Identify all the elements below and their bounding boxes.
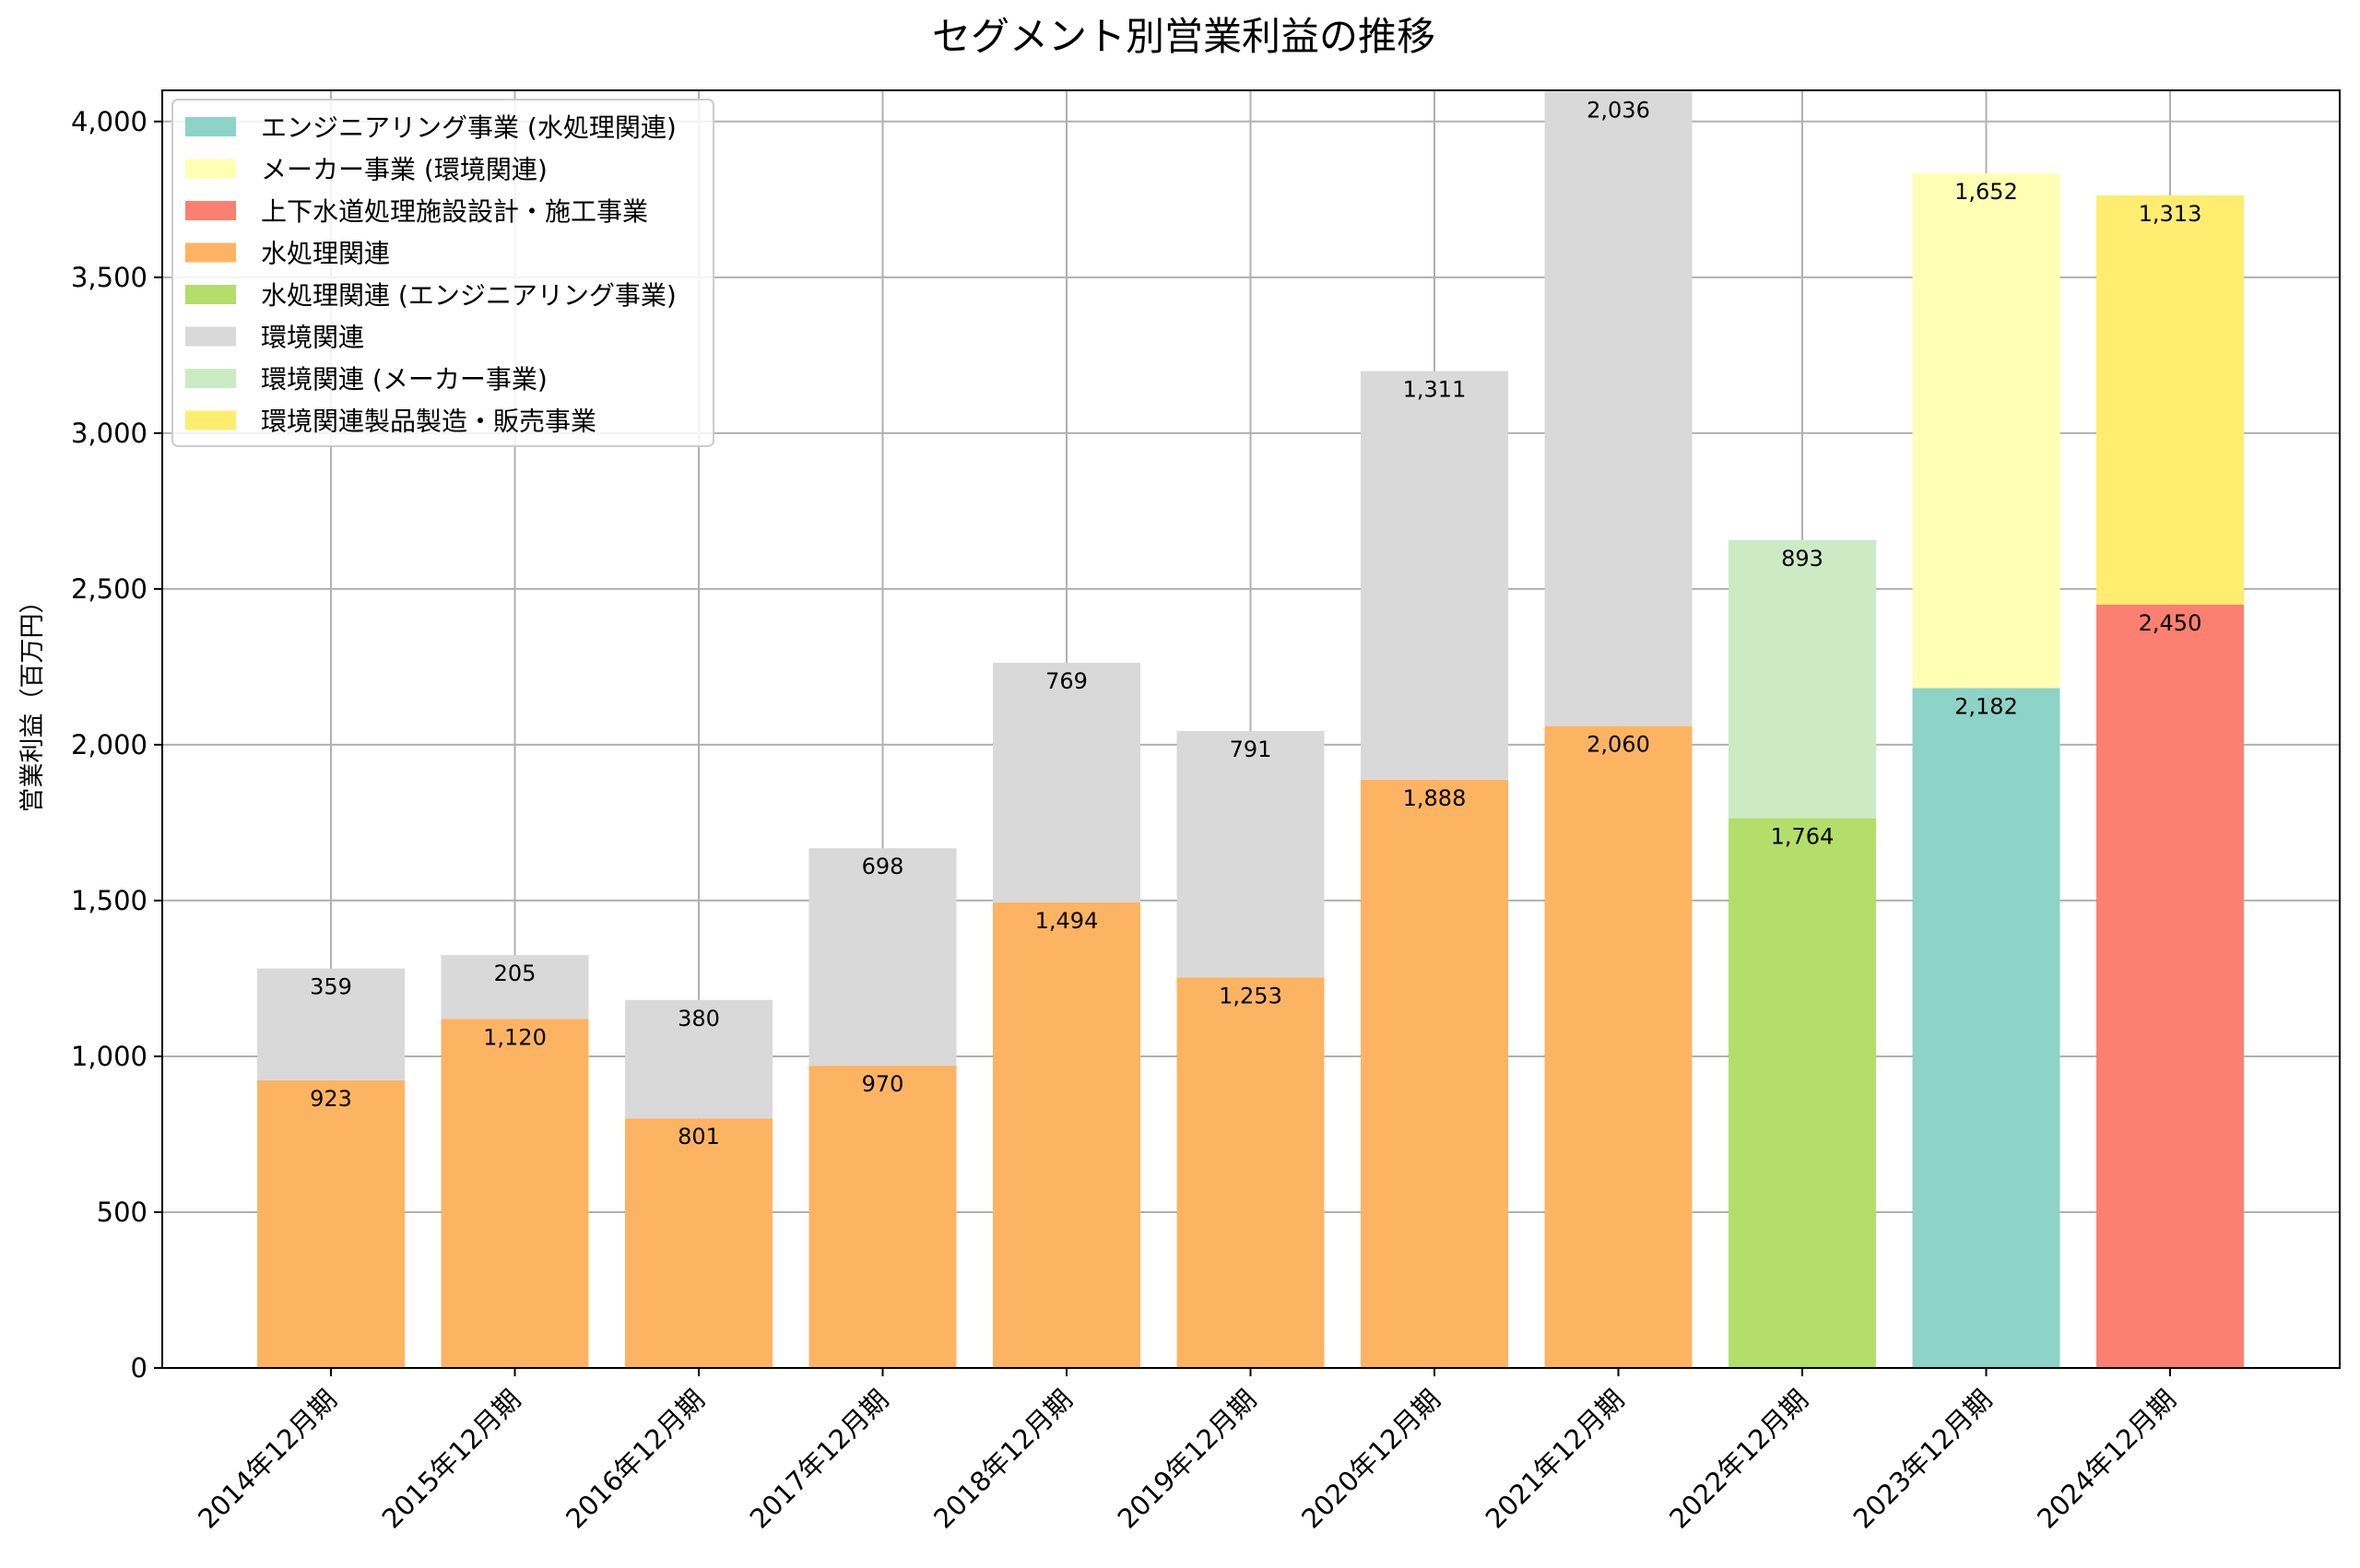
y-tick-label: 2,000 bbox=[71, 729, 148, 760]
bar-value-label: 801 bbox=[678, 1124, 720, 1149]
bar-value-label: 2,036 bbox=[1587, 97, 1650, 123]
legend-swatch bbox=[185, 242, 236, 263]
bar-segment bbox=[1912, 688, 2060, 1368]
bar-segment bbox=[257, 1079, 405, 1368]
bar-value-label: 970 bbox=[862, 1071, 904, 1097]
bar-segment bbox=[625, 1118, 773, 1368]
bar-value-label: 2,060 bbox=[1587, 732, 1650, 758]
bar-value-label: 1,888 bbox=[1403, 785, 1467, 811]
y-tick-label: 4,000 bbox=[71, 106, 148, 137]
bar-value-label: 1,311 bbox=[1403, 377, 1467, 403]
bar-value-label: 359 bbox=[310, 974, 352, 1000]
bar-segment bbox=[1176, 977, 1325, 1368]
legend-label: 環境関連 (メーカー事業) bbox=[261, 364, 548, 395]
bar-value-label: 1,253 bbox=[1219, 983, 1282, 1008]
bar-segment bbox=[441, 1019, 589, 1368]
legend-label: メーカー事業 (環境関連) bbox=[261, 155, 548, 185]
bar-value-label: 791 bbox=[1230, 737, 1272, 762]
bar-segment bbox=[1544, 91, 1693, 726]
bar-value-label: 698 bbox=[862, 854, 904, 879]
y-tick-label: 1,000 bbox=[71, 1041, 148, 1072]
bar-segment bbox=[1361, 779, 1508, 1368]
bar-segment bbox=[1729, 818, 1876, 1368]
bar-value-label: 205 bbox=[494, 961, 537, 986]
bar-value-label: 923 bbox=[310, 1086, 352, 1112]
bar-segment bbox=[1361, 371, 1508, 780]
y-tick-label: 0 bbox=[131, 1352, 148, 1384]
bar-segment bbox=[2096, 604, 2244, 1368]
bar-value-label: 1,120 bbox=[483, 1024, 547, 1050]
bar-segment bbox=[993, 662, 1140, 902]
bar-segment bbox=[441, 955, 589, 1020]
legend-swatch bbox=[185, 159, 236, 179]
y-tick-label: 500 bbox=[97, 1197, 148, 1228]
legend: エンジニアリング事業 (水処理関連) メーカー事業 (環境関連) 上下水道処理施設設… bbox=[171, 99, 714, 447]
bar-segment bbox=[1176, 731, 1325, 978]
bar-value-label: 2,182 bbox=[1954, 693, 2018, 719]
bar-segment bbox=[1729, 539, 1876, 819]
legend-swatch bbox=[185, 410, 236, 430]
legend-label: エンジニアリング事業 (水処理関連) bbox=[261, 112, 677, 143]
bar-segment bbox=[2096, 195, 2244, 605]
bar-segment bbox=[993, 902, 1140, 1368]
bar-segment bbox=[625, 999, 773, 1119]
bar-layer bbox=[257, 91, 2244, 1368]
legend-label: 上下水道処理施設設計・施工事業 bbox=[261, 196, 648, 227]
chart-title: セグメント別営業利益の推移 bbox=[932, 14, 1435, 59]
legend-label: 環境関連製品製造・販売事業 bbox=[261, 407, 596, 437]
legend-label: 環境関連 bbox=[261, 323, 364, 353]
legend-swatch bbox=[185, 285, 236, 304]
bar-value-label: 1,764 bbox=[1771, 824, 1835, 850]
bar-value-label: 2,450 bbox=[2139, 610, 2202, 636]
y-axis-label: 営業利益（百万円） bbox=[18, 589, 47, 813]
bar-value-label: 769 bbox=[1045, 668, 1088, 694]
y-tick-label: 2,500 bbox=[71, 573, 148, 605]
legend-label: 水処理関連 (エンジニアリング事業) bbox=[261, 280, 677, 311]
y-tick-label: 1,500 bbox=[71, 885, 148, 916]
legend-box bbox=[171, 99, 714, 447]
bar-value-label: 1,313 bbox=[2139, 201, 2202, 227]
bar-segment bbox=[257, 968, 405, 1080]
bar-value-label: 380 bbox=[678, 1006, 720, 1032]
bar-segment bbox=[808, 848, 957, 1067]
legend-label: 水処理関連 bbox=[261, 239, 390, 269]
legend-swatch bbox=[185, 326, 236, 347]
legend-swatch bbox=[185, 201, 236, 220]
bar-value-label: 1,494 bbox=[1035, 908, 1099, 934]
y-tick-label: 3,000 bbox=[71, 418, 148, 449]
bar-segment bbox=[1912, 172, 2060, 689]
bar-segment bbox=[808, 1066, 957, 1368]
bar-value-label: 1,652 bbox=[1954, 179, 2018, 205]
bar-segment bbox=[1544, 725, 1693, 1368]
y-tick-label: 3,500 bbox=[71, 262, 148, 293]
bar-value-label: 893 bbox=[1781, 546, 1823, 572]
legend-swatch bbox=[185, 369, 236, 388]
label-layer: 923 359 1,120 205 801 380 970 698 1,494 769 1,253 7… bbox=[310, 97, 2201, 1149]
legend-swatch bbox=[185, 117, 236, 136]
